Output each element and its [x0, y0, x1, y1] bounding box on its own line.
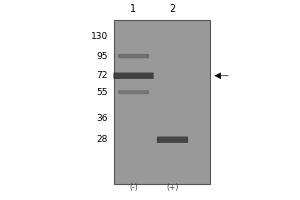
FancyBboxPatch shape [113, 73, 154, 79]
Text: 2: 2 [169, 4, 175, 14]
Text: 1: 1 [130, 4, 136, 14]
Text: 130: 130 [91, 32, 108, 41]
FancyBboxPatch shape [157, 137, 188, 143]
Text: (-): (-) [129, 183, 138, 192]
Text: 55: 55 [97, 88, 108, 97]
FancyBboxPatch shape [118, 54, 149, 58]
Text: 72: 72 [97, 71, 108, 80]
FancyBboxPatch shape [118, 90, 149, 94]
Bar [114, 20, 210, 184]
Text: 95: 95 [97, 52, 108, 61]
Text: (+): (+) [166, 183, 179, 192]
Text: 28: 28 [97, 135, 108, 144]
Text: 36: 36 [97, 114, 108, 123]
